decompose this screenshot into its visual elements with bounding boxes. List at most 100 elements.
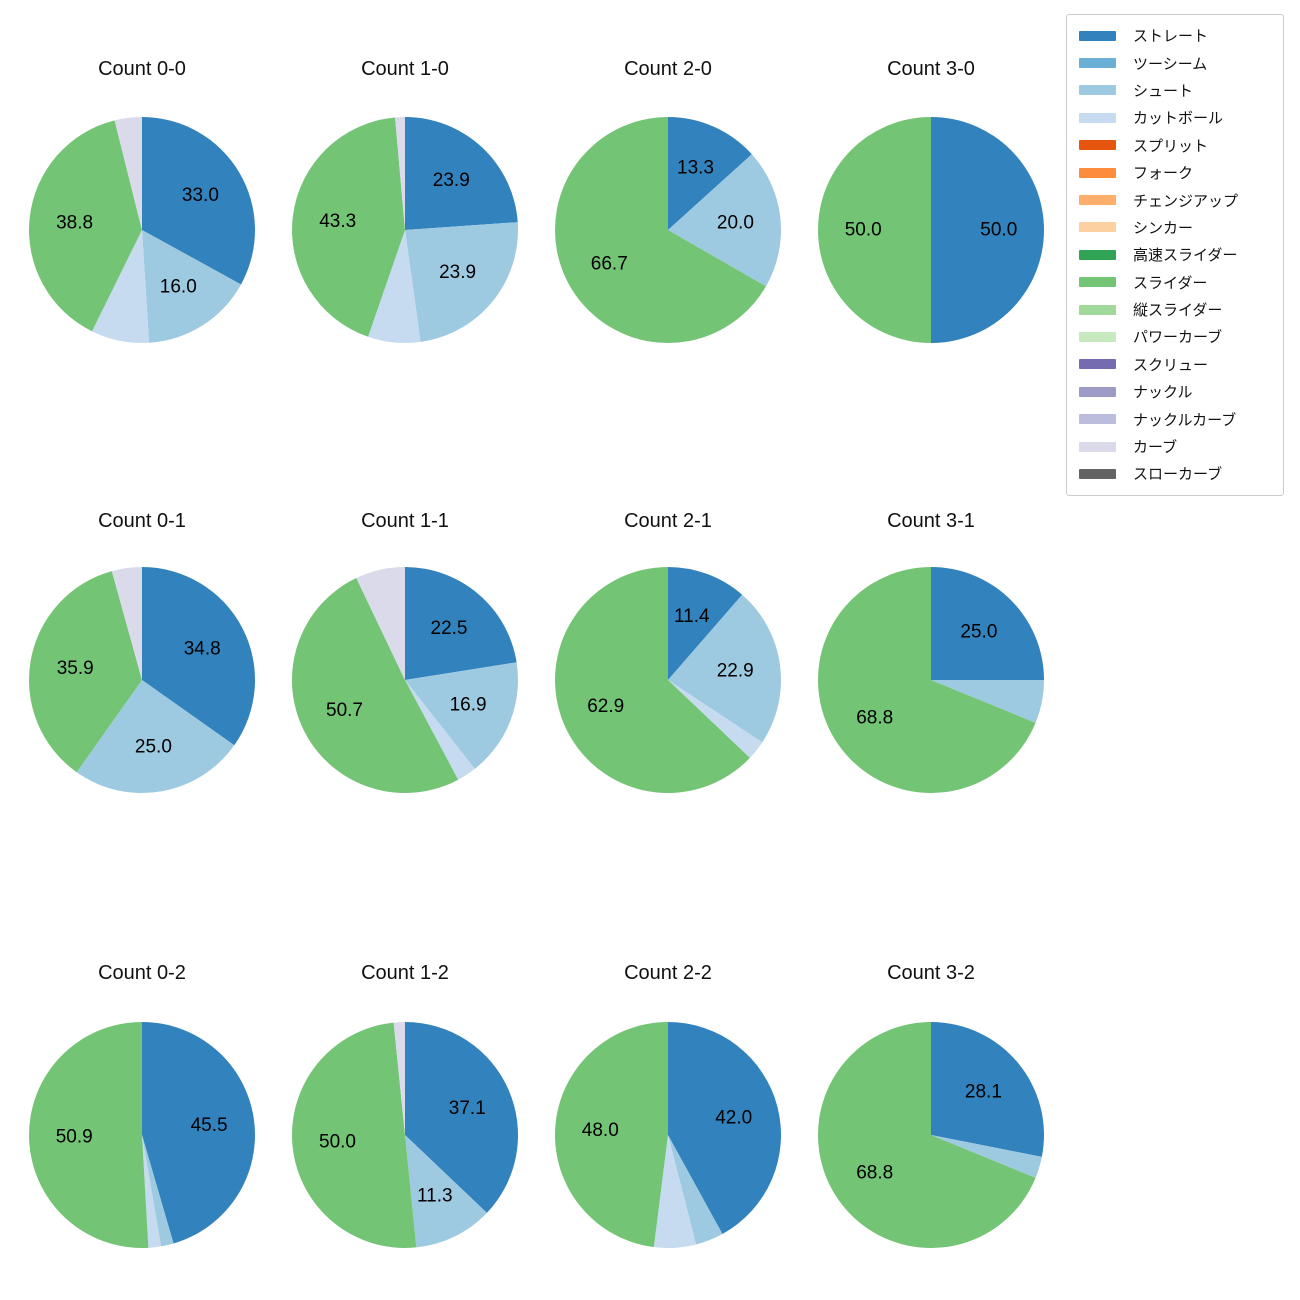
pie-chart-cell: Count 0-2 45.5 50.9 <box>11 949 273 1258</box>
legend-label: スローカーブ <box>1133 466 1223 484</box>
chart-title: Count 3-1 <box>887 510 975 532</box>
pct-label: 16.0 <box>160 277 197 298</box>
legend-item: フォーク <box>1079 159 1273 186</box>
legend-swatch <box>1079 112 1116 123</box>
pct-label: 42.0 <box>715 1108 752 1129</box>
pie-slice <box>668 1022 781 1235</box>
legend-label: フォーク <box>1133 165 1194 183</box>
pct-label: 50.0 <box>319 1131 356 1152</box>
pie-chart-cell: Count 0-0 33.0 16.0 38.8 <box>11 45 273 353</box>
legend-label: シュート <box>1133 82 1194 100</box>
legend-item: ナックル <box>1079 378 1273 405</box>
legend-item: シンカー <box>1079 214 1273 241</box>
legend-item: 縦スライダー <box>1079 296 1273 323</box>
legend-swatch <box>1079 58 1116 69</box>
legend-item: スクリュー <box>1079 351 1273 378</box>
pie-chart: 33.0 16.0 38.8 <box>29 117 255 344</box>
legend-swatch <box>1079 468 1116 479</box>
pie-slice <box>555 567 750 793</box>
legend-item: カーブ <box>1079 433 1273 460</box>
pie-chart: 37.1 11.3 50.0 <box>291 1022 519 1249</box>
pie-chart: 23.9 23.9 43.3 <box>292 117 518 343</box>
pie-chart: 34.8 25.0 35.9 <box>28 567 256 794</box>
pie-chart: 13.3 20.0 66.7 <box>554 117 782 343</box>
pie-chart: 50.0 50.0 <box>818 117 1044 343</box>
legend-item: パワーカーブ <box>1079 323 1273 350</box>
pct-label: 28.1 <box>965 1081 1002 1102</box>
legend-label: チェンジアップ <box>1133 192 1239 210</box>
pct-label: 50.0 <box>845 220 882 241</box>
pie-slice <box>668 154 782 287</box>
pie-chart-cell: Count 2-1 11.4 22.9 62.9 <box>537 497 799 803</box>
pie-slice <box>111 567 142 680</box>
legend-item: スライダー <box>1079 269 1273 296</box>
legend-swatch <box>1079 222 1116 233</box>
legend-label: ナックルカーブ <box>1133 411 1237 429</box>
legend-item: ツーシーム <box>1079 49 1273 76</box>
pct-label: 43.3 <box>319 211 356 232</box>
pct-label: 66.7 <box>591 254 628 275</box>
legend-swatch <box>1079 30 1116 41</box>
pct-label: 68.8 <box>856 1162 893 1183</box>
legend-swatch <box>1079 359 1116 370</box>
legend-label: スプリット <box>1133 137 1209 155</box>
pct-label: 11.3 <box>417 1185 453 1206</box>
chart-title: Count 2-2 <box>624 962 712 984</box>
legend-swatch <box>1079 140 1116 151</box>
pie-slice <box>931 1022 1044 1157</box>
pie-slice <box>405 680 475 780</box>
legend-label: シンカー <box>1133 219 1194 237</box>
pct-label: 22.9 <box>717 660 754 681</box>
chart-title: Count 2-0 <box>624 58 712 80</box>
pct-label: 50.7 <box>326 700 363 721</box>
legend-label: ツーシーム <box>1133 55 1208 73</box>
pie-slice <box>356 567 405 680</box>
pie-chart-cell: Count 3-1 25.0 68.8 <box>800 497 1062 803</box>
pie-slice <box>405 662 519 769</box>
pct-label: 16.9 <box>450 694 487 715</box>
pie-slice <box>393 1022 405 1135</box>
pie-slice <box>818 117 931 343</box>
legend-label: パワーカーブ <box>1133 329 1223 347</box>
pct-label: 25.0 <box>135 736 172 757</box>
pct-label: 50.0 <box>980 220 1017 241</box>
pie-chart-cell: Count 1-0 23.9 23.9 43.3 <box>274 45 536 353</box>
pct-label: 68.8 <box>856 707 893 728</box>
pie-slice <box>817 567 1036 793</box>
chart-title: Count 3-0 <box>887 58 975 80</box>
pct-label: 11.4 <box>674 606 710 627</box>
pie-slice <box>405 222 518 342</box>
chart-title: Count 0-0 <box>98 58 186 80</box>
pie-slice <box>142 1135 162 1248</box>
pie-slice <box>668 680 763 758</box>
pct-label: 35.9 <box>57 658 94 679</box>
pie-slice <box>76 680 235 794</box>
legend-label: スライダー <box>1133 274 1208 292</box>
pie-slice <box>931 1135 1042 1178</box>
chart-title: Count 1-1 <box>361 510 449 532</box>
pie-slice <box>931 117 1044 343</box>
legend-swatch <box>1079 331 1116 342</box>
pie-slice <box>368 230 421 343</box>
pie-chart-cell: Count 2-2 42.0 48.0 <box>537 949 799 1258</box>
chart-title: Count 0-2 <box>98 962 186 984</box>
pie-slice <box>142 230 242 343</box>
pie-chart: 45.5 50.9 <box>29 1022 255 1248</box>
pie-slice <box>395 117 405 230</box>
pie-chart-cell: Count 0-1 34.8 25.0 35.9 <box>11 497 273 803</box>
legend-swatch <box>1079 414 1116 425</box>
pct-label: 34.8 <box>184 638 221 659</box>
legend-item: カットボール <box>1079 104 1273 131</box>
legend-label: 高速スライダー <box>1133 247 1238 265</box>
pie-slice <box>653 1135 697 1249</box>
legend-item: ナックルカーブ <box>1079 405 1273 432</box>
pct-label: 13.3 <box>677 158 714 179</box>
pie-slice <box>142 1022 255 1244</box>
pct-label: 62.9 <box>587 696 624 717</box>
pie-slice <box>668 567 743 680</box>
pie-slice <box>28 571 142 773</box>
pct-label: 37.1 <box>449 1098 486 1119</box>
pie-slice <box>29 120 142 332</box>
pie-slice <box>292 117 405 337</box>
pie-slice <box>142 567 256 746</box>
